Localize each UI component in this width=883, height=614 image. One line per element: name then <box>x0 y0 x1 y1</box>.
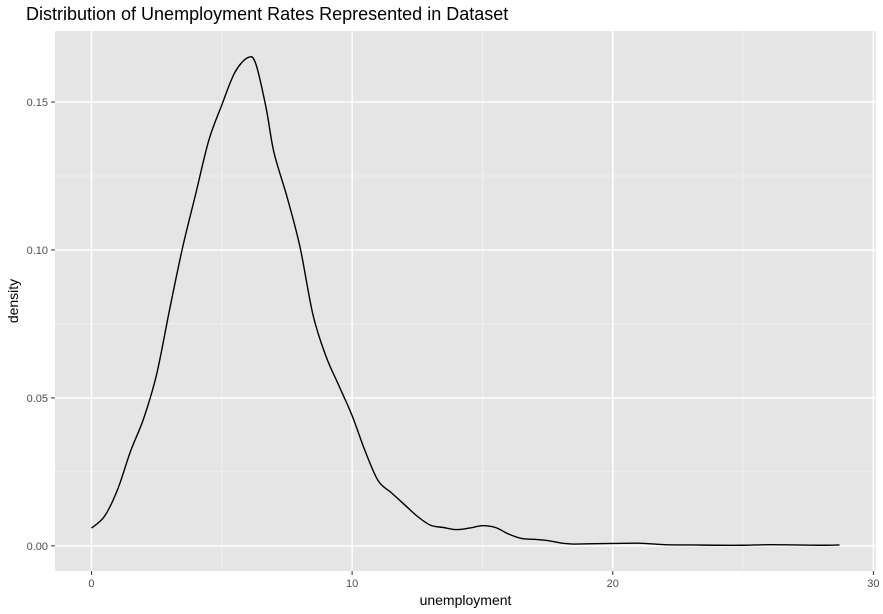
minor-gridlines-x <box>221 31 744 571</box>
x-tick-label: 0 <box>88 578 94 590</box>
x-tick-label: 10 <box>346 578 358 590</box>
plot-panel <box>55 31 876 571</box>
chart-title: Distribution of Unemployment Rates Repre… <box>26 4 509 24</box>
x-axis-title: unemployment <box>420 592 512 608</box>
x-axis-ticks: 0 10 20 30 <box>88 571 880 590</box>
y-tick-label: 0.10 <box>27 245 48 257</box>
y-tick-label: 0.05 <box>27 393 48 405</box>
y-tick-label: 0.00 <box>27 541 48 553</box>
major-gridlines-x <box>90 31 875 571</box>
minor-gridlines-y <box>55 175 876 473</box>
density-curve <box>91 55 840 547</box>
y-axis-title: density <box>5 279 21 323</box>
y-axis-ticks: 0.00 0.05 0.10 0.15 <box>27 97 55 553</box>
x-tick-label: 30 <box>867 578 879 590</box>
x-tick-label: 20 <box>607 578 619 590</box>
y-tick-label: 0.15 <box>27 97 48 109</box>
